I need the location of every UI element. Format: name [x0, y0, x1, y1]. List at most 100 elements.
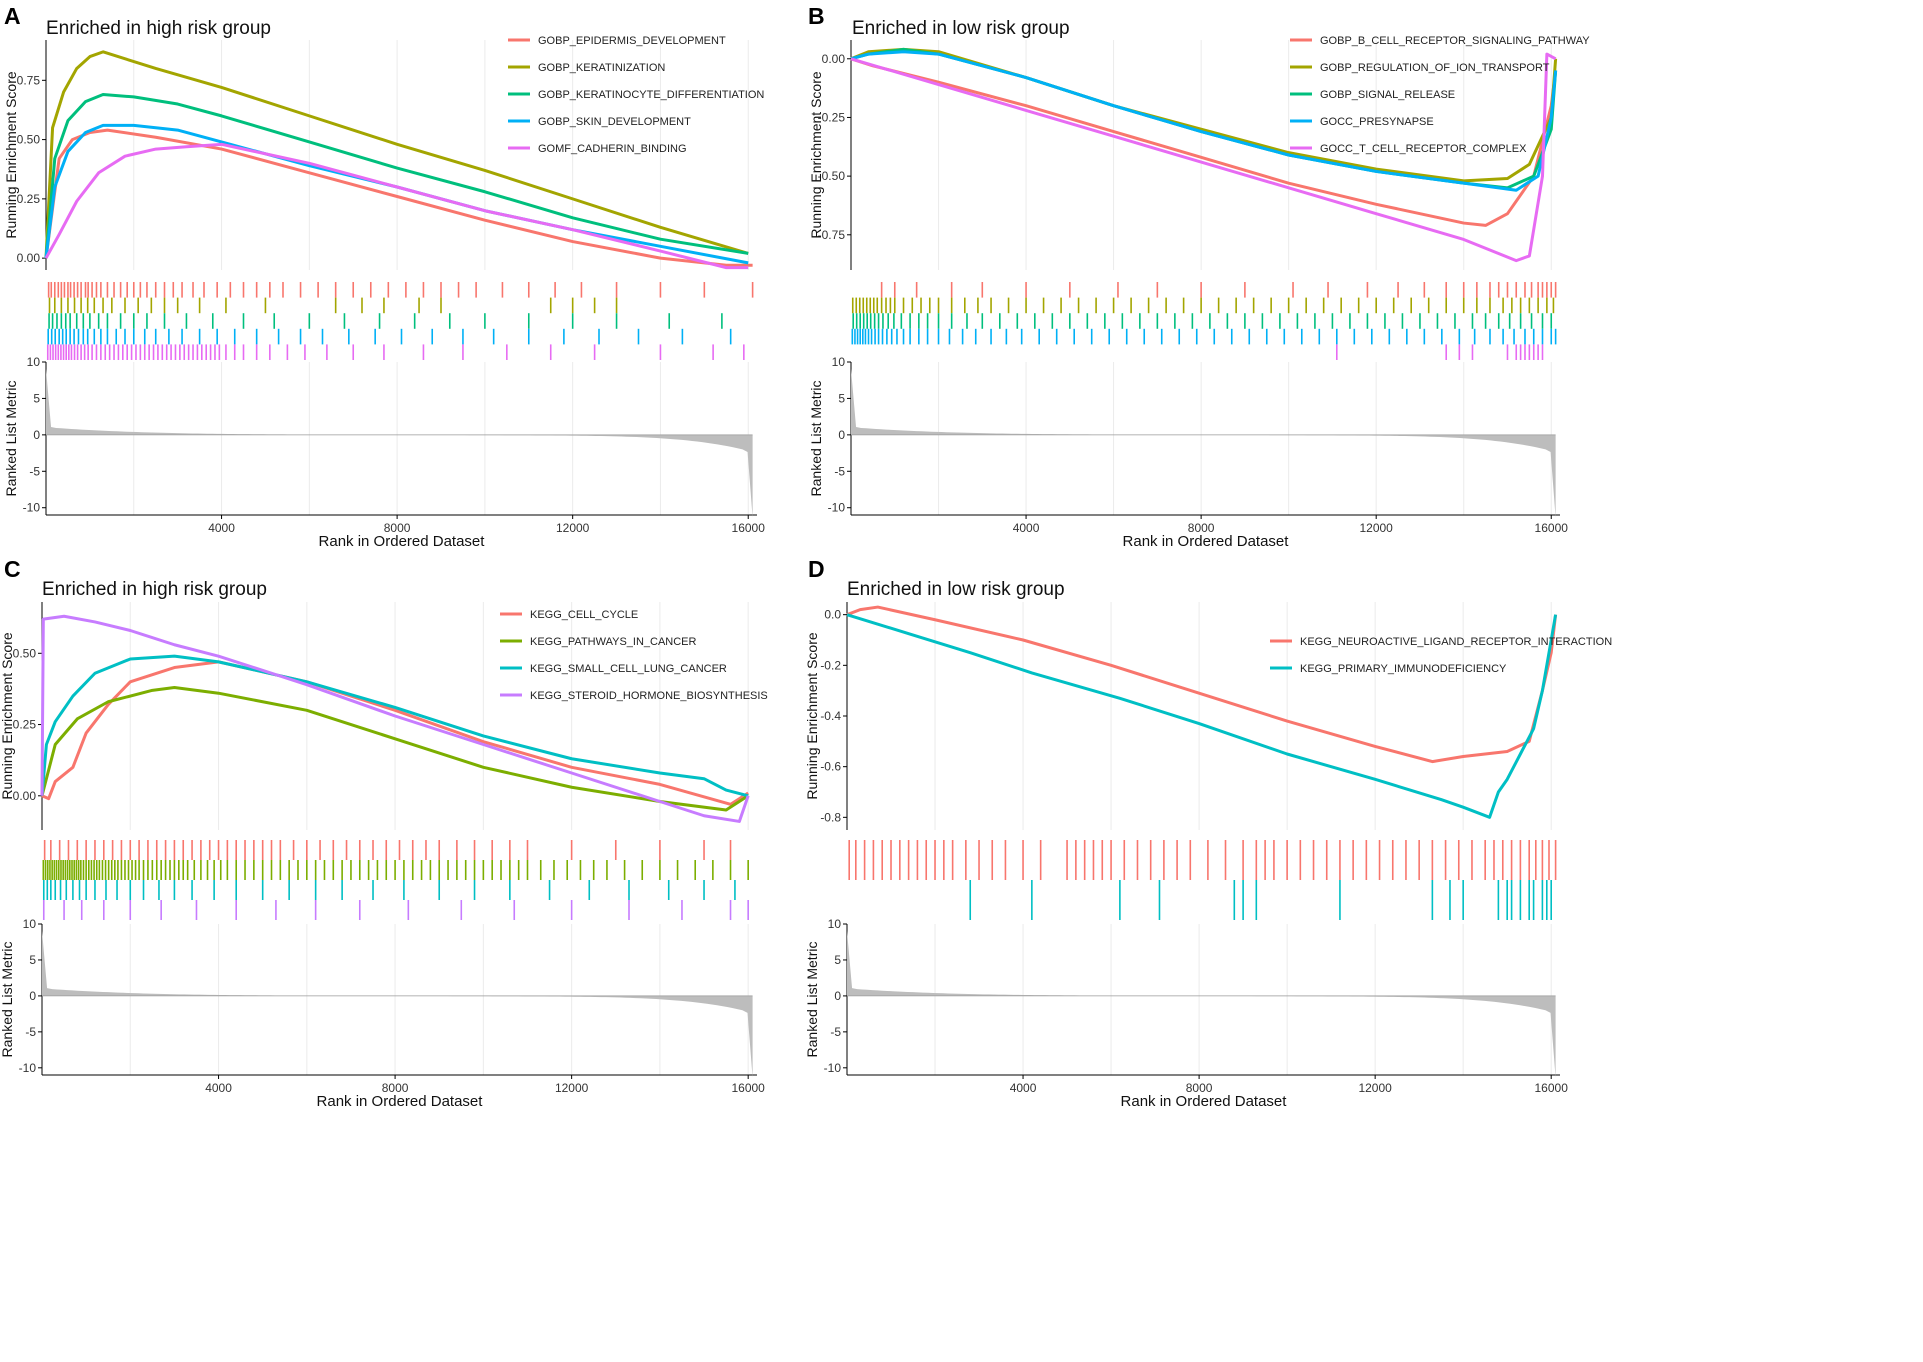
panel-d: D Enriched in low risk group 0.0 -0.2 -0.4 -0… [804, 556, 1612, 1110]
panel-a: A Enriched in high risk group 0.00 0.25 0.50… [3, 3, 765, 550]
es-y-tick-label: -0.8 [820, 810, 841, 824]
metric-y-label: Ranked List Metric [808, 381, 824, 497]
es-y-tick-label: -0.25 [818, 110, 846, 124]
es-y-tick-label: -0.6 [820, 760, 841, 774]
metric-y-tick-label: 0 [834, 989, 841, 1003]
legend-label: GOBP_SKIN_DEVELOPMENT [538, 116, 691, 128]
legend-label: GOCC_PRESYNAPSE [1320, 116, 1434, 128]
ranked-metric-area [46, 368, 753, 518]
es-series-line [40, 614, 750, 823]
es-series-line [850, 52, 1557, 263]
metric-y-tick-label: -5 [830, 1025, 841, 1039]
metric-y-tick-label: 0 [29, 989, 36, 1003]
legend-label: KEGG_PATHWAYS_IN_CANCER [530, 636, 697, 648]
metric-y-tick-label: 10 [828, 917, 842, 931]
x-tick-label: 12000 [1358, 1081, 1392, 1095]
x-tick-label: 4000 [208, 521, 235, 535]
es-y-tick-label: 0.75 [17, 73, 41, 87]
metric-y-tick-label: 5 [33, 391, 40, 405]
legend-label: GOBP_REGULATION_OF_ION_TRANSPORT [1320, 62, 1550, 74]
x-tick-label: 12000 [555, 1081, 589, 1095]
x-tick-label: 8000 [1186, 1081, 1213, 1095]
legend-label: KEGG_NEUROACTIVE_LIGAND_RECEPTOR_INTERAC… [1300, 636, 1612, 648]
legend-label: GOBP_KERATINIZATION [538, 62, 665, 74]
es-y-tick-label: -0.50 [818, 169, 846, 183]
metric-y-label: Ranked List Metric [0, 942, 15, 1058]
es-series-line [44, 128, 753, 267]
metric-y-tick-label: -5 [834, 464, 845, 478]
legend-label: KEGG_PRIMARY_IMMUNODEFICIENCY [1300, 663, 1507, 675]
x-tick-label: 12000 [1359, 521, 1393, 535]
es-y-tick-label: 0.00 [13, 789, 37, 803]
x-tick-label: 8000 [1188, 521, 1215, 535]
legend-label: GOMF_CADHERIN_BINDING [538, 143, 687, 155]
metric-y-tick-label: 10 [23, 917, 37, 931]
es-y-tick-label: 0.25 [13, 718, 37, 732]
metric-y-tick-label: -10 [23, 501, 41, 515]
es-series-line [846, 613, 1558, 819]
metric-y-tick-label: -10 [19, 1061, 37, 1075]
legend-label: GOBP_EPIDERMIS_DEVELOPMENT [538, 35, 726, 47]
panel-title: Enriched in low risk group [847, 579, 1065, 600]
es-y-label: Running Enrichment Score [808, 71, 824, 239]
panel-title: Enriched in low risk group [852, 18, 1070, 39]
metric-y-tick-label: 10 [27, 355, 41, 369]
es-y-tick-label: 0.0 [824, 608, 841, 622]
x-axis-label: Rank in Ordered Dataset [319, 533, 486, 550]
legend-label: KEGG_STEROID_HORMONE_BIOSYNTHESIS [530, 690, 768, 702]
es-y-tick-label: -0.4 [820, 709, 841, 723]
metric-y-tick-label: -5 [29, 464, 40, 478]
metric-y-tick-label: 0 [838, 428, 845, 442]
panel-b: B Enriched in low risk group 0.00 -0.25 -0.5… [808, 3, 1590, 550]
x-tick-label: 4000 [205, 1081, 232, 1095]
panel-title: Enriched in high risk group [42, 579, 267, 600]
es-y-tick-label: 0.00 [822, 52, 846, 66]
es-y-tick-label: -0.2 [820, 658, 841, 672]
es-y-label: Running Enrichment Score [3, 71, 19, 239]
es-series-line [40, 686, 749, 812]
panel-label: C [4, 556, 21, 582]
x-tick-label: 16000 [731, 1081, 765, 1095]
metric-y-tick-label: 5 [838, 391, 845, 405]
metric-y-tick-label: 10 [832, 355, 846, 369]
metric-y-label: Ranked List Metric [804, 942, 820, 1058]
es-series-line [44, 50, 749, 259]
x-tick-label: 4000 [1010, 1081, 1037, 1095]
es-y-tick-label: 0.00 [17, 251, 41, 265]
es-series-line [41, 660, 749, 806]
metric-y-tick-label: -10 [828, 501, 846, 515]
x-tick-label: 8000 [382, 1081, 409, 1095]
es-y-label: Running Enrichment Score [0, 632, 15, 800]
ranked-metric-area [847, 930, 1556, 1078]
es-y-label: Running Enrichment Score [804, 632, 820, 800]
metric-y-tick-label: 5 [834, 953, 841, 967]
es-series-line [846, 605, 1558, 764]
x-tick-label: 16000 [732, 521, 766, 535]
legend-label: GOBP_B_CELL_RECEPTOR_SIGNALING_PATHWAY [1320, 35, 1590, 47]
x-tick-label: 12000 [556, 521, 590, 535]
x-tick-label: 4000 [1013, 521, 1040, 535]
es-y-tick-label: -0.75 [818, 228, 846, 242]
x-axis-label: Rank in Ordered Dataset [1121, 1093, 1288, 1110]
legend-label: GOCC_T_CELL_RECEPTOR_COMPLEX [1320, 143, 1527, 155]
legend-label: KEGG_CELL_CYCLE [530, 609, 638, 621]
es-y-tick-label: 0.50 [17, 133, 41, 147]
es-y-tick-label: 0.50 [13, 646, 37, 660]
es-series-line [850, 50, 1558, 192]
ranked-metric-area [42, 930, 753, 1078]
metric-y-label: Ranked List Metric [3, 381, 19, 497]
x-tick-label: 16000 [1535, 521, 1569, 535]
x-axis-label: Rank in Ordered Dataset [1123, 533, 1290, 550]
panel-title: Enriched in high risk group [46, 18, 271, 39]
es-series-line [44, 93, 749, 259]
es-series-line [44, 142, 749, 270]
x-axis-label: Rank in Ordered Dataset [317, 1093, 484, 1110]
metric-y-tick-label: 5 [29, 953, 36, 967]
metric-y-tick-label: -5 [25, 1025, 36, 1039]
panel-c: C Enriched in high risk group 0.00 0.25 0.50… [0, 556, 768, 1110]
legend-label: GOBP_KERATINOCYTE_DIFFERENTIATION [538, 89, 764, 101]
x-tick-label: 16000 [1535, 1081, 1569, 1095]
metric-y-tick-label: 0 [33, 428, 40, 442]
legend-label: GOBP_SIGNAL_RELEASE [1320, 89, 1455, 101]
